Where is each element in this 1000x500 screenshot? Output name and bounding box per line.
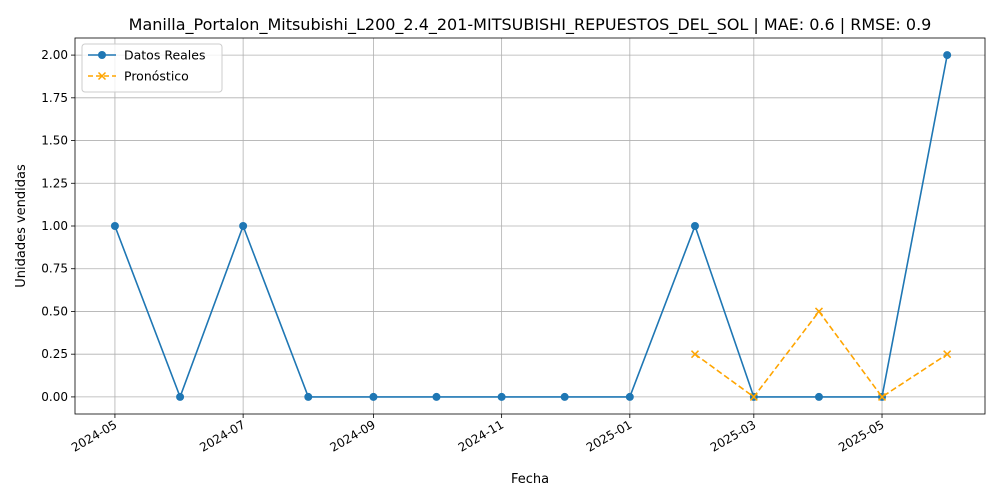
y-tick-label: 1.00 — [41, 219, 68, 233]
x-tick-label: 2024-09 — [328, 417, 378, 454]
x-tick-label: 2024-05 — [69, 417, 119, 454]
legend-frame — [81, 43, 223, 93]
data-point — [560, 392, 569, 401]
data-point — [877, 392, 887, 401]
data-point — [304, 392, 313, 401]
legend-label-real: Datos Reales — [124, 48, 205, 63]
y-tick-label: 1.50 — [41, 134, 68, 148]
legend-marker-forecast — [97, 71, 107, 81]
y-tick-label: 0.50 — [41, 304, 68, 318]
legend-label-forecast: Pronóstico — [124, 69, 189, 84]
grid — [75, 38, 985, 414]
data-point — [369, 392, 378, 401]
y-axis-label: Unidades vendidas — [14, 164, 29, 288]
series-forecast — [690, 307, 952, 401]
series-line — [114, 54, 948, 400]
legend-marker-real — [98, 51, 106, 59]
data-point — [432, 392, 441, 401]
data-point — [110, 222, 119, 230]
y-tick-label: 0.75 — [41, 262, 68, 276]
y-tick-label: 0.25 — [41, 347, 68, 361]
chart-title: Manilla_Portalon_Mitsubishi_L200_2.4_201… — [129, 15, 932, 35]
series-real — [110, 51, 952, 401]
x-axis-label: Fecha — [511, 472, 549, 487]
x-tick-label: 2024-07 — [197, 417, 247, 454]
y-tick-label: 0.00 — [41, 390, 68, 404]
data-point — [497, 392, 506, 401]
x-tick-label: 2024-11 — [456, 417, 506, 454]
data-point — [690, 350, 700, 359]
data-point — [943, 51, 952, 60]
x-tick-label: 2025-05 — [836, 417, 886, 454]
y-tick-label: 1.75 — [41, 91, 68, 105]
series — [110, 51, 952, 401]
y-tick-label: 2.00 — [41, 48, 68, 62]
data-point — [814, 307, 824, 316]
data-point — [749, 392, 758, 401]
x-tick-label: 2025-01 — [584, 417, 634, 454]
legend: Datos Reales Pronóstico — [81, 43, 223, 93]
data-point — [690, 222, 699, 230]
x-tick-label: 2025-03 — [708, 417, 758, 454]
data-point — [625, 392, 634, 401]
x-axis-ticks: 2024-05 2024-07 2024-09 2024-11 2025-01 2025-… — [69, 414, 887, 455]
data-point — [943, 350, 952, 359]
data-point — [176, 392, 185, 401]
y-tick-label: 1.25 — [41, 176, 68, 190]
y-axis-ticks: 0.00 0.25 0.50 0.75 1.00 1.25 1.50 1.75 2.00 — [41, 48, 75, 404]
data-point — [239, 222, 248, 230]
data-point — [814, 392, 823, 401]
